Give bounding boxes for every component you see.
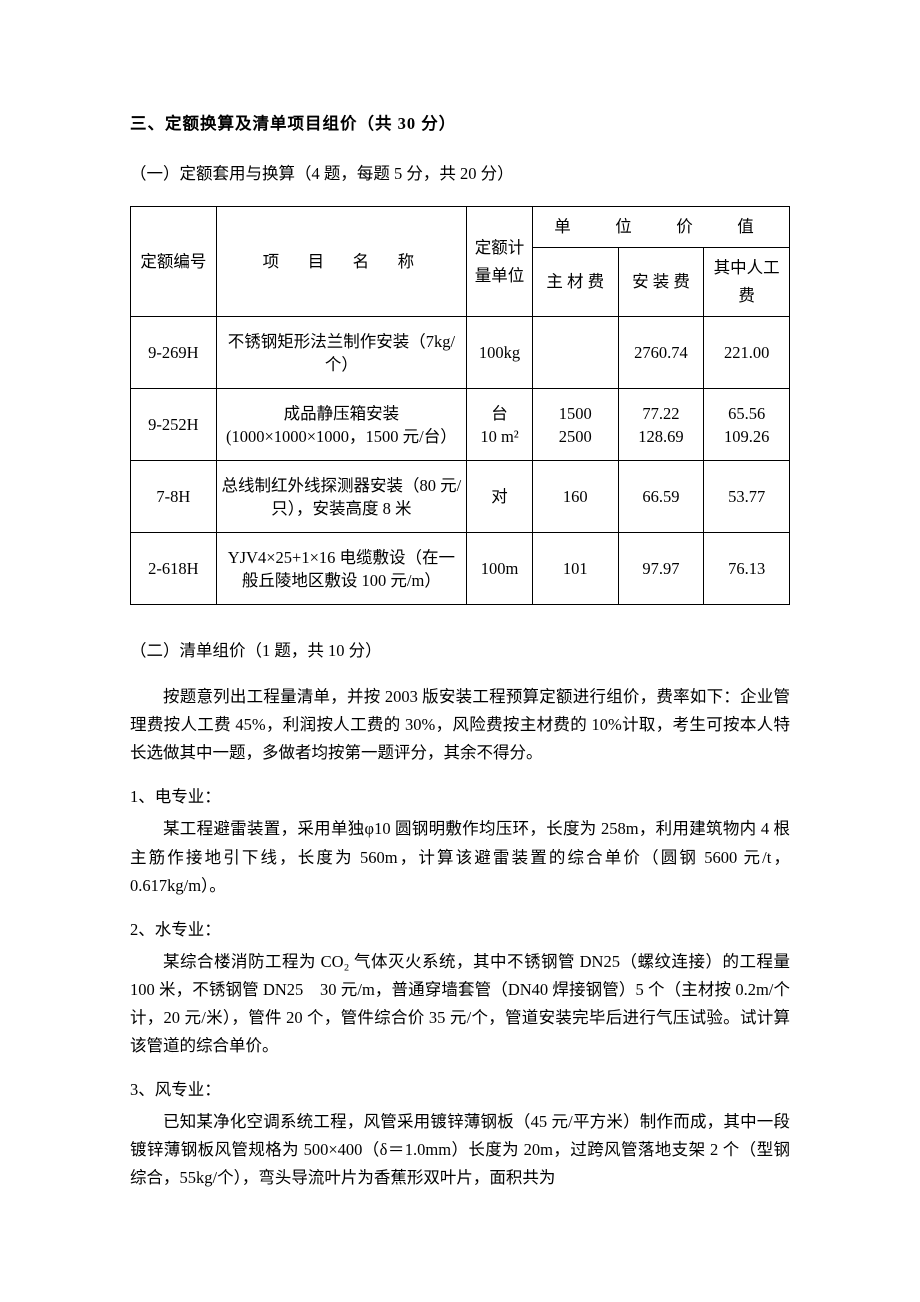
cell-unit: 100kg (467, 317, 533, 389)
cell-name: YJV4×25+1×16 电缆敷设（在一般丘陵地区敷设 100 元/m） (216, 533, 466, 605)
th-name-text: 项 目 名 称 (263, 252, 421, 271)
th-value-group-text: 单 位 价 值 (554, 217, 768, 236)
table-row: 2-618H YJV4×25+1×16 电缆敷设（在一般丘陵地区敷设 100 元… (131, 533, 790, 605)
topic-label: 1、电专业： (130, 783, 790, 811)
table-header-row: 定额编号 项 目 名 称 定额计量单位 单 位 价 值 (131, 207, 790, 248)
cell-material: 160 (532, 461, 618, 533)
cell-material (532, 317, 618, 389)
cell-install: 2760.74 (618, 317, 704, 389)
cell-labor: 76.13 (704, 533, 790, 605)
cell-unit: 100m (467, 533, 533, 605)
cell-material: 15002500 (532, 389, 618, 461)
th-install: 安 装 费 (618, 248, 704, 317)
topic-label: 3、风专业： (130, 1076, 790, 1104)
cell-material: 101 (532, 533, 618, 605)
cell-labor: 53.77 (704, 461, 790, 533)
cell-install: 77.22128.69 (618, 389, 704, 461)
part1-title: （一）定额套用与换算（4 题，每题 5 分，共 20 分） (130, 160, 790, 188)
cell-code: 2-618H (131, 533, 217, 605)
cell-code: 7-8H (131, 461, 217, 533)
th-value-group: 单 位 价 值 (532, 207, 789, 248)
cell-labor: 221.00 (704, 317, 790, 389)
section-title: 三、定额换算及清单项目组价（共 30 分） (130, 110, 790, 138)
cell-install: 97.97 (618, 533, 704, 605)
part2-intro: 按题意列出工程量清单，并按 2003 版安装工程预算定额进行组价，费率如下：企业… (130, 683, 790, 767)
topic-text: 某工程避雷装置，采用单独φ10 圆钢明敷作均压环，长度为 258m，利用建筑物内… (130, 815, 790, 899)
th-unit: 定额计量单位 (467, 207, 533, 317)
table-row: 9-269H 不锈钢矩形法兰制作安装（7kg/个） 100kg 2760.74 … (131, 317, 790, 389)
topic-label: 2、水专业： (130, 916, 790, 944)
cell-install: 66.59 (618, 461, 704, 533)
cell-code: 9-269H (131, 317, 217, 389)
th-code: 定额编号 (131, 207, 217, 317)
th-material: 主 材 费 (532, 248, 618, 317)
table-row: 9-252H 成品静压箱安装(1000×1000×1000，1500 元/台） … (131, 389, 790, 461)
topic-text: 已知某净化空调系统工程，风管采用镀锌薄钢板（45 元/平方米）制作而成，其中一段… (130, 1108, 790, 1192)
th-name: 项 目 名 称 (216, 207, 466, 317)
quota-table: 定额编号 项 目 名 称 定额计量单位 单 位 价 值 主 材 费 安 装 费 … (130, 206, 790, 605)
cell-unit: 对 (467, 461, 533, 533)
th-labor: 其中人工费 (704, 248, 790, 317)
cell-code: 9-252H (131, 389, 217, 461)
table-row: 7-8H 总线制红外线探测器安装（80 元/只），安装高度 8 米 对 160 … (131, 461, 790, 533)
cell-name: 总线制红外线探测器安装（80 元/只），安装高度 8 米 (216, 461, 466, 533)
topic-text: 某综合楼消防工程为 CO₂ 气体灭火系统，其中不锈钢管 DN25（螺纹连接）的工… (130, 948, 790, 1060)
cell-labor: 65.56109.26 (704, 389, 790, 461)
cell-name: 不锈钢矩形法兰制作安装（7kg/个） (216, 317, 466, 389)
cell-unit: 台10 m² (467, 389, 533, 461)
cell-name: 成品静压箱安装(1000×1000×1000，1500 元/台） (216, 389, 466, 461)
part2-title: （二）清单组价（1 题，共 10 分） (130, 637, 790, 665)
